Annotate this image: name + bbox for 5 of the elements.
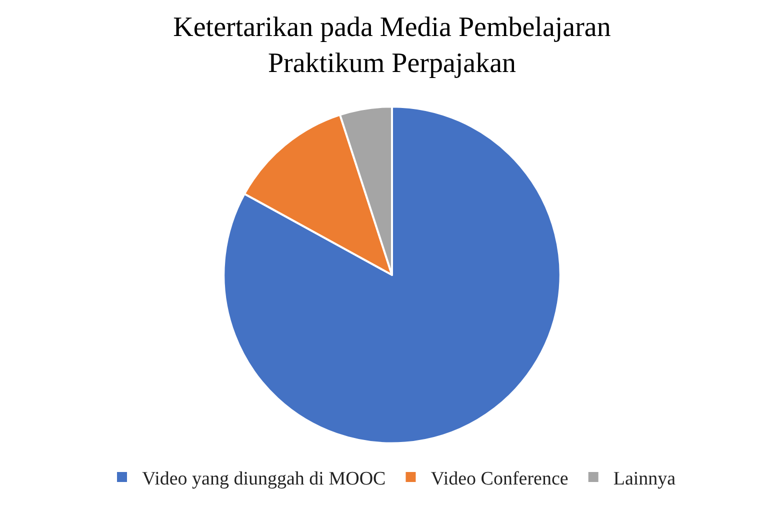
legend-label: Video yang diunggah di MOOC [142,468,386,490]
pie-slice [222,106,562,444]
chart-title: Ketertarikan pada Media Pembelajaran Praktikum Perpajakan [173,12,611,80]
legend-label: Lainnya [613,468,676,490]
legend-label: Video Conference [430,468,568,490]
